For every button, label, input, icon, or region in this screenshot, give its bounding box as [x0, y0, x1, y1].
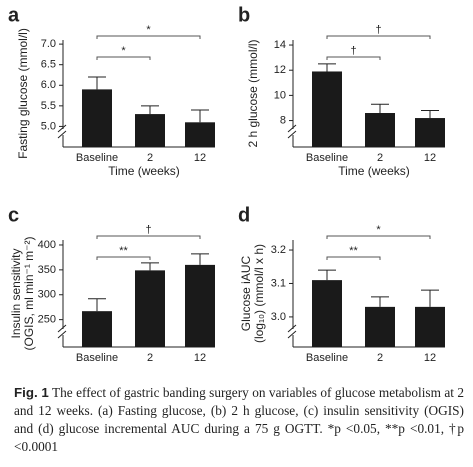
axis-break	[57, 330, 67, 339]
bar	[365, 306, 395, 347]
bar	[135, 270, 165, 347]
y-axis-label: Fasting glucose (mmol/l)	[16, 28, 30, 159]
y-tick-label: 12	[274, 64, 286, 76]
bar	[365, 113, 395, 147]
panel-letter: c	[8, 204, 19, 226]
y-tick-label: 14	[274, 39, 286, 51]
bar	[135, 114, 165, 147]
y-tick-label: 300	[38, 289, 56, 301]
x-tick-label: 2	[147, 352, 153, 364]
bar	[82, 89, 112, 147]
y-tick-label: 400	[38, 239, 56, 251]
figure: a 5.0 5.5 6.0 6.5 7.0 Fasting glucose (mmol/l)…	[8, 4, 445, 364]
y-tick-label: 5.5	[41, 100, 56, 112]
panel-letter: d	[238, 204, 250, 226]
axis-break	[57, 324, 67, 333]
y-tick-label: 3.0	[271, 311, 286, 323]
y-tick-label: 7.0	[41, 38, 56, 50]
significance-label: †	[145, 224, 151, 236]
y-tick-label: 6.0	[41, 79, 56, 91]
panel: d 3.0 3.1 3.2 Glucose iAUC (log₁₀) (mmol/l x …	[238, 204, 445, 364]
y-axis-label: Glucose iAUC	[239, 255, 253, 331]
x-tick-label: 12	[424, 352, 436, 364]
significance-label: **	[119, 245, 128, 257]
axis-break	[287, 124, 297, 133]
bar	[312, 71, 342, 147]
axis-break	[287, 130, 297, 139]
y-tick-label: 3.2	[271, 244, 286, 256]
y-tick-label: 350	[38, 264, 56, 276]
axis-break	[287, 324, 297, 333]
significance-label: *	[146, 24, 151, 36]
bar	[185, 122, 215, 147]
significance-label: *	[121, 45, 126, 57]
x-tick-label: 2	[377, 352, 383, 364]
axis-break	[287, 330, 297, 339]
y-tick-label: 6.5	[41, 59, 56, 71]
panel-letter: a	[8, 4, 20, 26]
x-tick-label: Baseline	[76, 152, 118, 164]
axis-break	[57, 124, 67, 133]
y-tick-label: 8	[280, 114, 286, 126]
significance-label: †	[375, 24, 381, 36]
significance-bracket	[326, 56, 381, 60]
significance-bracket	[96, 256, 151, 260]
x-tick-label: 2	[377, 152, 383, 164]
y-tick-label: 3.1	[271, 277, 286, 289]
y-tick-label: 5.0	[41, 120, 56, 132]
x-tick-label: 2	[147, 152, 153, 164]
panel: b 8 10 12 14 2 h glucose (mmol/l) Time (weeks)…	[238, 4, 445, 178]
y-axis-label: (OGIS, ml min⁻¹ m⁻²)	[22, 237, 36, 351]
significance-bracket	[96, 235, 201, 239]
x-axis-label: Time (weeks)	[108, 164, 180, 178]
caption-text: The effect of gastric banding surgery on…	[14, 385, 464, 454]
bar	[312, 280, 342, 347]
x-axis-label: Time (weeks)	[338, 164, 410, 178]
significance-bracket	[326, 35, 431, 39]
panel: a 5.0 5.5 6.0 6.5 7.0 Fasting glucose (mmol/l)…	[8, 4, 215, 178]
x-tick-label: Baseline	[76, 352, 118, 364]
y-axis-label: 2 h glucose (mmol/l)	[246, 39, 260, 147]
x-tick-label: 12	[194, 152, 206, 164]
significance-label: †	[350, 45, 356, 57]
bar	[185, 264, 215, 347]
bar	[82, 311, 112, 347]
x-tick-label: 12	[194, 352, 206, 364]
caption-label: Fig. 1	[14, 385, 49, 400]
y-tick-label: 10	[274, 89, 286, 101]
y-axis-label: (log₁₀) (mmol/l x h)	[252, 244, 266, 343]
significance-bracket	[326, 235, 431, 239]
significance-label: *	[376, 224, 381, 236]
x-tick-label: Baseline	[306, 152, 348, 164]
significance-bracket	[326, 256, 381, 260]
axis-break	[57, 130, 67, 139]
significance-bracket	[96, 56, 151, 60]
x-tick-label: 12	[424, 152, 436, 164]
caption: Fig. 1 The effect of gastric banding sur…	[14, 384, 464, 456]
bar	[415, 118, 445, 147]
y-axis-label: Insulin sensitivity	[9, 248, 23, 338]
x-tick-label: Baseline	[306, 352, 348, 364]
significance-label: **	[349, 245, 358, 257]
y-tick-label: 250	[38, 314, 56, 326]
panel-letter: b	[238, 4, 250, 26]
panel: c 250 300 350 400 Insulin sensitivity (OGIS, m…	[8, 204, 215, 364]
significance-bracket	[96, 35, 201, 39]
bar	[415, 306, 445, 347]
